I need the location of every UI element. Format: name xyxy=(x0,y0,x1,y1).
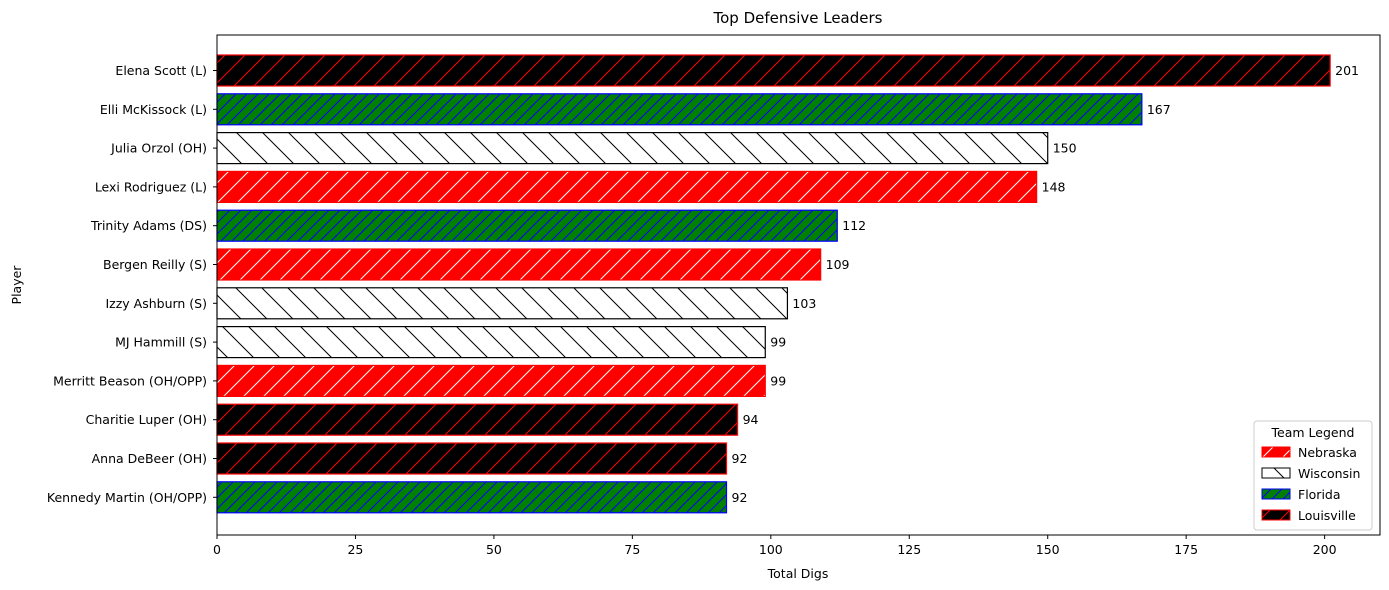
legend: Team Legend Nebraska Wisconsin Florida Loui… xyxy=(1253,420,1373,531)
x-axis-ticks: 0 25 50 75 100 125 150 175 200 xyxy=(213,535,1337,557)
x-tick-label: 175 xyxy=(1174,542,1198,557)
x-tick-label: 150 xyxy=(1036,542,1060,557)
bar-merritt-beason-oh-opp xyxy=(216,364,766,397)
bar-lexi-rodriguez-l xyxy=(216,170,1038,203)
bar-value-label: 112 xyxy=(842,218,866,233)
bar-value-label: 150 xyxy=(1053,141,1077,156)
bar-bergen-reilly-s xyxy=(216,248,822,281)
x-tick-label: 75 xyxy=(624,542,640,557)
x-tick-label: 200 xyxy=(1313,542,1337,557)
legend-title: Team Legend xyxy=(1271,425,1355,440)
bar-elena-scott-l xyxy=(216,54,1331,87)
bar-mj-hammill-s xyxy=(216,326,766,359)
legend-swatch xyxy=(1261,488,1291,500)
bar-trinity-adams-ds xyxy=(216,209,838,242)
y-axis-label: Player xyxy=(9,265,24,305)
bar-value-label: 94 xyxy=(743,412,759,427)
y-tick-label: Lexi Rodriguez (L) xyxy=(95,179,207,194)
x-tick-label: 125 xyxy=(897,542,921,557)
x-axis-label: Total Digs xyxy=(767,566,829,581)
y-tick-label: Elli McKissock (L) xyxy=(100,102,207,117)
x-tick-label: 25 xyxy=(347,542,363,557)
bar-charitie-luper-oh xyxy=(216,403,739,436)
x-tick-label: 50 xyxy=(486,542,502,557)
x-tick-label: 100 xyxy=(759,542,783,557)
bar-value-label: 109 xyxy=(826,257,850,272)
bar-julia-orzol-oh xyxy=(216,132,1049,165)
y-axis-ticks: Elena Scott (L) Elli McKissock (L) Julia O… xyxy=(47,63,217,505)
bar-value-label: 103 xyxy=(792,296,816,311)
bar-anna-debeer-oh xyxy=(216,442,728,475)
legend-label: Louisville xyxy=(1298,508,1356,523)
bar-value-label: 92 xyxy=(732,451,748,466)
legend-label: Wisconsin xyxy=(1298,466,1360,481)
legend-label: Florida xyxy=(1298,487,1341,502)
y-tick-label: Izzy Ashburn (S) xyxy=(105,296,207,311)
bar-izzy-ashburn-s xyxy=(216,287,789,320)
legend-swatch xyxy=(1261,509,1291,521)
bar-elli-mckissock-l xyxy=(216,93,1143,126)
legend-label: Nebraska xyxy=(1298,445,1357,460)
plot-frame xyxy=(216,34,1381,536)
y-tick-label: Bergen Reilly (S) xyxy=(103,257,207,272)
x-tick-label: 0 xyxy=(213,542,221,557)
bars-layer xyxy=(216,54,1331,514)
y-tick-label: Julia Orzol (OH) xyxy=(110,141,207,156)
y-tick-label: MJ Hammill (S) xyxy=(115,335,207,350)
legend-swatch xyxy=(1261,467,1291,479)
y-tick-label: Anna DeBeer (OH) xyxy=(92,451,207,466)
y-tick-label: Trinity Adams (DS) xyxy=(90,218,207,233)
bar-value-label: 167 xyxy=(1147,102,1171,117)
y-tick-label: Elena Scott (L) xyxy=(115,63,207,78)
bar-value-label: 201 xyxy=(1335,63,1359,78)
y-tick-label: Merritt Beason (OH/OPP) xyxy=(53,373,207,388)
bar-value-label: 99 xyxy=(770,335,786,350)
y-tick-label: Charitie Luper (OH) xyxy=(86,412,207,427)
bar-kennedy-martin-oh-opp xyxy=(216,481,728,514)
chart-title: Top Defensive Leaders xyxy=(713,9,883,27)
value-labels: 201 167 150 148 112 109 103 99 99 94 92 92 xyxy=(732,63,1360,505)
legend-swatch xyxy=(1261,446,1291,458)
bar-value-label: 148 xyxy=(1042,179,1066,194)
bar-value-label: 99 xyxy=(770,373,786,388)
bar-value-label: 92 xyxy=(732,490,748,505)
y-tick-label: Kennedy Martin (OH/OPP) xyxy=(47,490,207,505)
